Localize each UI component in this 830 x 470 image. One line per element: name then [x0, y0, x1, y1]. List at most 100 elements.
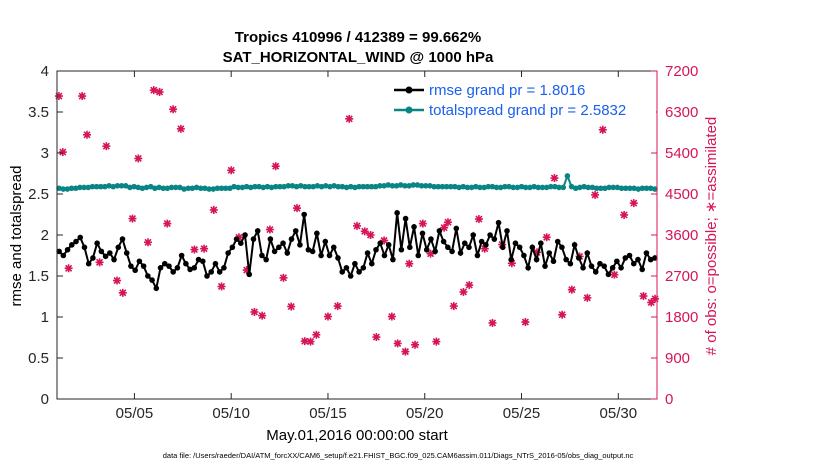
totalspread-point — [531, 183, 537, 190]
rmse-line — [58, 212, 656, 292]
y-left-tick-label: 3 — [41, 145, 49, 162]
rmse-point — [128, 263, 134, 269]
rmse-point — [499, 244, 506, 251]
obs-marker-core — [420, 221, 426, 226]
rmse-point — [166, 263, 172, 269]
obs-marker-core — [79, 93, 85, 99]
totalspread-point — [185, 185, 192, 192]
totalspread-point — [139, 185, 146, 192]
chart-title-line2: SAT_HORIZONTAL_WIND @ 1000 hPa — [223, 49, 494, 66]
totalspread-point — [610, 184, 617, 191]
rmse-point — [639, 266, 646, 273]
obs-marker-core — [523, 319, 528, 325]
rmse-point — [335, 255, 341, 261]
obs-assimilated-marker — [155, 87, 164, 96]
obs-assimilated-marker — [102, 142, 111, 151]
obs-assimilated-marker — [405, 259, 414, 268]
rmse-point — [618, 265, 624, 271]
obs-marker-core — [403, 349, 408, 354]
totalspread-point — [181, 186, 187, 192]
obs-marker-core — [151, 87, 156, 93]
totalspread-point — [552, 183, 558, 190]
obs-assimilated-marker — [306, 337, 315, 346]
totalspread-point — [602, 185, 608, 192]
rmse-point — [305, 246, 312, 253]
obs-assimilated-marker — [620, 210, 629, 219]
obs-assimilated-marker — [78, 92, 87, 101]
rmse-point — [533, 256, 540, 263]
totalspread-point — [264, 183, 271, 190]
rmse-point — [115, 244, 122, 251]
rmse-point — [132, 267, 138, 274]
rmse-point — [630, 260, 637, 267]
rmse-point — [259, 252, 265, 259]
rmse-point — [478, 238, 485, 245]
y-right-tick-label: 7200 — [665, 63, 698, 80]
totalspread-point — [306, 183, 312, 190]
totalspread-point — [289, 183, 296, 189]
rmse-point — [373, 246, 379, 253]
obs-marker-core — [600, 127, 606, 132]
totalspread-point — [464, 184, 471, 191]
totalspread-point — [535, 184, 542, 191]
rmse-point — [495, 219, 502, 226]
obs-assimilated-marker — [258, 311, 267, 320]
totalspread-point — [397, 182, 404, 188]
obs-assimilated-marker — [209, 205, 218, 214]
rmse-point — [94, 240, 100, 246]
obs-marker-core — [145, 240, 151, 245]
rmse-point — [491, 236, 498, 242]
totalspread-point — [252, 183, 258, 190]
totalspread-point — [510, 184, 517, 191]
obs-assimilated-marker — [200, 244, 209, 253]
obs-assimilated-marker — [190, 245, 199, 254]
obs-marker-core — [192, 247, 197, 252]
totalspread-point — [585, 184, 592, 191]
obs-marker-core — [368, 232, 373, 238]
rmse-point — [263, 256, 269, 263]
obs-marker-core — [157, 89, 162, 95]
totalspread-point — [452, 183, 458, 190]
totalspread-point — [447, 183, 454, 190]
totalspread-point — [614, 184, 621, 191]
obs-assimilated-marker — [333, 302, 342, 311]
obs-assimilated-marker — [591, 190, 600, 199]
rmse-point — [90, 255, 96, 261]
rmse-point — [394, 210, 400, 216]
totalspread-point — [85, 184, 92, 191]
totalspread-point — [393, 183, 400, 189]
rmse-point — [119, 236, 126, 242]
obs-marker-core — [412, 342, 418, 347]
totalspread-point — [214, 185, 221, 192]
rmse-point — [326, 252, 333, 259]
rmse-point — [546, 250, 553, 256]
obs-marker-core — [641, 293, 646, 299]
y-right-tick-label: 2700 — [665, 268, 698, 285]
rmse-point — [212, 260, 219, 267]
obs-assimilated-marker — [366, 231, 375, 239]
x-axis-label: May.01,2016 00:00:00 start — [266, 427, 448, 444]
obs-assimilated-marker — [401, 347, 410, 356]
totalspread-point — [64, 186, 71, 192]
obs-assimilated-marker — [651, 294, 660, 303]
totalspread-point — [460, 183, 467, 190]
totalspread-point — [364, 183, 371, 190]
obs-marker-core — [381, 238, 387, 243]
obs-assimilated-marker — [583, 293, 592, 302]
obs-marker-core — [165, 221, 170, 226]
obs-marker-core — [389, 314, 395, 319]
totalspread-point — [247, 184, 254, 191]
rmse-point — [423, 246, 430, 253]
obs-assimilated-marker — [113, 276, 121, 285]
y-right-tick-label: 0 — [665, 391, 673, 408]
rmse-point — [554, 238, 561, 245]
obs-assimilated-marker — [134, 154, 143, 163]
obs-assimilated-marker — [418, 219, 427, 228]
totalspread-point — [643, 185, 650, 192]
totalspread-point — [110, 183, 117, 190]
x-tick-label: 05/15 — [309, 405, 347, 422]
rmse-point — [111, 256, 117, 263]
totalspread-point — [618, 185, 625, 192]
totalspread-point — [522, 184, 529, 191]
totalspread-point — [631, 185, 637, 192]
